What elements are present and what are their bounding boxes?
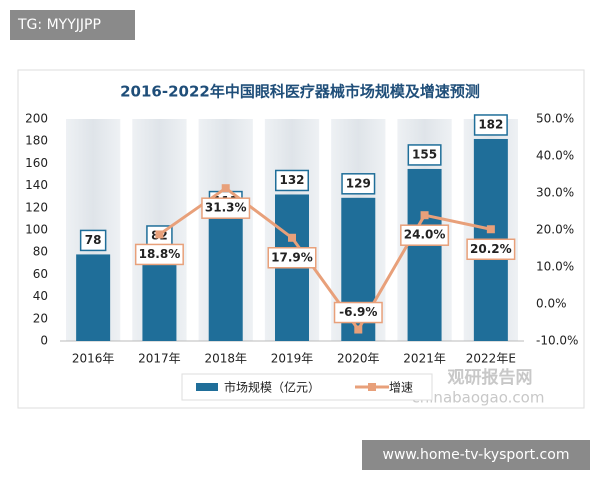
bar	[208, 215, 243, 341]
x-tick-label: 2017年	[138, 352, 181, 366]
watermark: chinabaogao.com	[412, 389, 545, 407]
y-tick-label: 80	[33, 245, 48, 259]
line-label-box	[400, 224, 450, 246]
x-tick-label: 2018年	[204, 352, 247, 366]
y-tick-label: 200	[25, 112, 48, 126]
watermark: 观研报告网	[447, 367, 533, 388]
y-tick-label: 60	[33, 267, 48, 281]
y2-tick-label: 50.0%	[536, 112, 574, 126]
legend-box	[181, 373, 433, 401]
line-label-box	[267, 247, 317, 269]
bar-label-box	[341, 173, 376, 195]
y-tick-label: 0	[40, 334, 48, 348]
bar-value-label: 78	[85, 233, 102, 247]
line-marker	[420, 211, 429, 220]
line-value-label: -6.9%	[339, 305, 377, 319]
bar-label-box	[275, 169, 309, 192]
y2-tick-label: 30.0%	[536, 186, 574, 200]
chart-title: 2016-2022年中国眼科医疗器械市场规模及增速预测	[120, 83, 480, 101]
line-label-box	[333, 301, 383, 324]
line-label-box	[201, 197, 251, 219]
bar-label-box	[407, 144, 442, 166]
y-tick-label: 180	[25, 134, 48, 148]
x-tick-label: 2016年	[72, 352, 115, 366]
bar-label-box	[79, 229, 107, 252]
y-tick-label: 100	[25, 223, 48, 237]
line	[158, 186, 492, 333]
y-tick-label: 160	[25, 156, 48, 170]
y2-tick-label: 40.0%	[536, 149, 574, 163]
legend-label: 增速	[389, 381, 413, 395]
footer-url: www.home-tv-kysport.com	[362, 440, 590, 470]
line-label-box	[466, 238, 516, 261]
y-tick-label: 40	[33, 289, 48, 303]
bar-value-label: 155	[412, 147, 437, 161]
line-marker	[221, 184, 230, 193]
line-marker	[354, 325, 363, 334]
bar-label-box	[473, 114, 508, 136]
y-tick-label: 120	[25, 200, 48, 214]
line-value-label: 24.0%	[404, 228, 446, 242]
x-tick-label: 2022年E	[466, 352, 516, 366]
legend-swatch	[196, 383, 218, 391]
y2-tick-label: 0.0%	[536, 297, 567, 311]
y-tick-label: 20	[33, 311, 48, 325]
line-value-label: 18.8%	[139, 247, 181, 261]
x-tick-label: 2019年	[271, 352, 314, 366]
y2-tick-label: 10.0%	[536, 260, 574, 274]
line-marker	[288, 233, 296, 242]
legend-swatch	[368, 383, 376, 391]
bar-value-label: 132	[279, 173, 304, 187]
bar	[407, 168, 442, 341]
legend-label: 市场规模（亿元）	[224, 380, 320, 395]
bar	[76, 254, 111, 341]
y2-tick-label: -10.0%	[536, 334, 578, 348]
header-tag: TG: MYYJJPP	[10, 10, 135, 40]
bar-value-label: 182	[478, 117, 503, 131]
line-label-box	[134, 243, 184, 266]
line-value-label: 31.3%	[205, 201, 247, 215]
line-value-label: 20.2%	[470, 242, 512, 256]
line-value-label: 17.9%	[271, 250, 313, 264]
bar-value-label: 129	[346, 176, 371, 190]
x-tick-label: 2021年	[403, 352, 446, 366]
x-tick-label: 2020年	[337, 352, 380, 366]
y-tick-label: 140	[25, 178, 48, 192]
line-marker	[486, 225, 495, 234]
line-marker	[155, 230, 164, 239]
y2-tick-label: 20.0%	[536, 223, 574, 237]
